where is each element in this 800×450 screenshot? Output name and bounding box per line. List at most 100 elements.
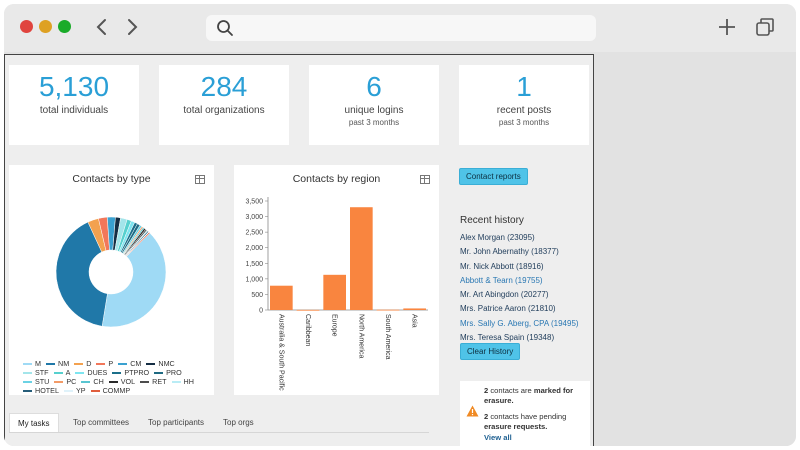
- bar-asia[interactable]: [403, 308, 426, 310]
- donut-slice-commp[interactable]: [125, 231, 151, 257]
- legend-item[interactable]: DUES: [75, 368, 107, 377]
- legend-label: CM: [130, 359, 142, 368]
- recent-history-title: Recent history: [460, 215, 524, 226]
- stat-card-individuals[interactable]: 5,130 total individuals: [9, 65, 139, 145]
- bar-australia-south-pacific[interactable]: [270, 285, 293, 310]
- y-tick-label: 1,000: [245, 276, 263, 283]
- legend-swatch: [54, 381, 64, 384]
- table-view-icon[interactable]: [195, 175, 205, 184]
- tab-top-participants[interactable]: Top participants: [148, 418, 205, 427]
- legend-swatch: [118, 363, 128, 366]
- recent-history-item[interactable]: Mrs. Teresa Spain (19348): [460, 333, 555, 343]
- stat-card-logins[interactable]: 6 unique logins past 3 months: [309, 65, 439, 145]
- legend-swatch: [154, 372, 164, 375]
- stat-value: 6: [366, 71, 382, 102]
- recent-history-item[interactable]: Alex Morgan (23095): [460, 233, 535, 242]
- erasure-marked-text: 2 contacts are marked for erasure.: [484, 386, 588, 406]
- legend-label: HOTEL: [35, 386, 59, 395]
- legend-label: DUES: [87, 368, 108, 377]
- stat-card-organizations[interactable]: 284 total organizations: [159, 65, 289, 145]
- legend-label: CH: [93, 377, 104, 386]
- legend-item[interactable]: CH: [81, 377, 104, 386]
- legend-swatch: [23, 372, 32, 375]
- maximize-window-button[interactable]: [58, 20, 71, 33]
- legend-item[interactable]: PC: [54, 377, 76, 386]
- dashboard-content: 5,130 total individuals 284 total organi…: [4, 54, 594, 446]
- legend-item[interactable]: YP: [63, 386, 86, 395]
- recent-history-list: Alex Morgan (23095) Mr. John Abernathy (1…: [460, 231, 579, 345]
- legend-swatch: [63, 390, 73, 393]
- recent-history-item[interactable]: Abbott & Tearn (19755): [460, 275, 543, 285]
- legend-item[interactable]: COMMP: [90, 386, 131, 395]
- legend-label: NM: [58, 359, 70, 368]
- legend-item[interactable]: NM: [46, 359, 69, 368]
- bar-south-america[interactable]: [376, 309, 400, 311]
- chart-title: Contacts by region: [292, 173, 381, 185]
- legend-item[interactable]: VOL: [108, 377, 136, 386]
- legend-swatch: [23, 381, 32, 384]
- legend-item[interactable]: HH: [171, 377, 194, 386]
- donut-slice-nm[interactable]: [55, 221, 108, 327]
- bar-europe[interactable]: [323, 274, 346, 310]
- erasure-text: contacts have pending: [488, 412, 567, 421]
- tabs-overview-icon[interactable]: [754, 16, 776, 38]
- legend-item[interactable]: RET: [140, 377, 167, 386]
- tab-top-committees[interactable]: Top committees: [73, 418, 130, 427]
- erasure-pending-text: 2 contacts have pending erasure requests…: [484, 412, 588, 432]
- legend-item[interactable]: M: [23, 359, 41, 368]
- table-view-icon[interactable]: [420, 175, 430, 184]
- legend-item[interactable]: STU: [23, 377, 49, 386]
- contacts-by-type-card: Contacts by type M NM D P CM NMC STF A DUES PTPRO…: [9, 165, 214, 395]
- legend-label: STF: [35, 368, 49, 377]
- legend-label: PTPRO: [124, 368, 150, 377]
- legend-swatch: [90, 390, 100, 393]
- tab-my-tasks[interactable]: My tasks: [9, 413, 59, 433]
- recent-history-item[interactable]: Mr. Art Abingdon (20277): [460, 290, 549, 300]
- legend-item[interactable]: CM: [118, 359, 141, 368]
- legend-label: VOL: [120, 377, 136, 386]
- recent-history-item[interactable]: Mrs. Patrice Aaron (21810): [460, 304, 556, 314]
- recent-history-item[interactable]: Mrs. Sally G. Aberg, CPA (19495): [460, 318, 579, 328]
- bar-caribbean[interactable]: [296, 309, 320, 311]
- y-tick-label: 3,000: [245, 214, 263, 221]
- legend-item[interactable]: STF: [23, 368, 49, 377]
- clear-history-button[interactable]: Clear History: [460, 343, 521, 360]
- stat-card-posts[interactable]: 1 recent posts past 3 months: [459, 65, 589, 145]
- legend-swatch: [46, 363, 55, 366]
- legend-item[interactable]: PTPRO: [112, 368, 149, 377]
- chart-legend: M NM D P CM NMC STF A DUES PTPRO PRO STU PC CH VOL RET H…: [23, 359, 203, 395]
- contact-reports-button[interactable]: Contact reports: [459, 168, 528, 185]
- erasure-text: contacts are: [488, 386, 534, 395]
- legend-item[interactable]: PRO: [154, 368, 182, 377]
- new-tab-icon[interactable]: [716, 16, 738, 38]
- legend-swatch: [53, 372, 63, 375]
- legend-item[interactable]: NMC: [146, 359, 175, 368]
- stat-value: 1: [516, 71, 532, 102]
- legend-item[interactable]: P: [96, 359, 113, 368]
- recent-history-item[interactable]: Mr. Nick Abbott (18916): [460, 261, 544, 271]
- forward-icon[interactable]: [122, 16, 142, 38]
- browser-window: 5,130 total individuals 284 total organi…: [4, 4, 796, 446]
- legend-item[interactable]: A: [53, 368, 70, 377]
- donut-slice-m[interactable]: [101, 232, 167, 328]
- legend-label: STU: [35, 377, 50, 386]
- recent-history-item[interactable]: Mr. John Abernathy (18377): [460, 247, 559, 257]
- legend-item[interactable]: HOTEL: [23, 386, 59, 395]
- legend-label: M: [35, 359, 41, 368]
- address-bar[interactable]: [206, 15, 596, 41]
- legend-label: COMMP: [102, 386, 131, 395]
- contacts-by-region-card: Contacts by region 3,500 3,000 2,500 2,000 1…: [234, 165, 439, 395]
- legend-item[interactable]: D: [74, 359, 91, 368]
- close-window-button[interactable]: [20, 20, 33, 33]
- donut-chart: [55, 216, 167, 328]
- legend-swatch: [112, 372, 122, 375]
- stat-sublabel: past 3 months: [498, 118, 550, 127]
- minimize-window-button[interactable]: [39, 20, 52, 33]
- legend-label: P: [108, 359, 114, 368]
- erasure-emphasis: erasure requests.: [484, 422, 548, 431]
- tab-top-orgs[interactable]: Top orgs: [223, 418, 254, 427]
- back-icon[interactable]: [92, 16, 112, 38]
- view-all-link[interactable]: View all: [484, 433, 512, 442]
- warning-icon: [466, 405, 479, 417]
- bar-north-america[interactable]: [350, 207, 373, 310]
